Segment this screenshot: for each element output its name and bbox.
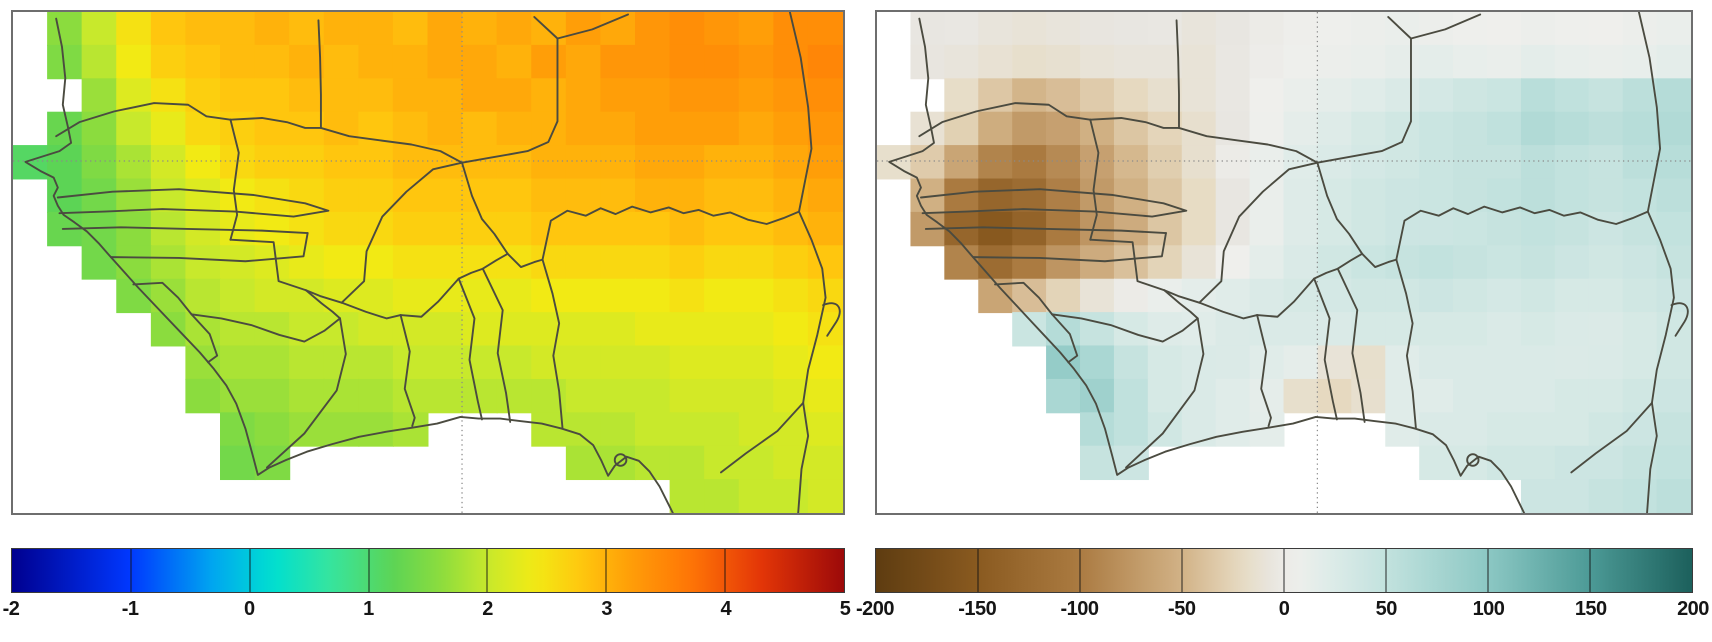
temperature-map-canvas: [13, 12, 843, 513]
precipitation-map-panel: [875, 10, 1693, 515]
colorbar-tick: [1079, 549, 1081, 592]
colorbar-tick-label: 0: [1278, 598, 1290, 620]
coastline: [24, 17, 674, 513]
country-borders: [55, 12, 841, 513]
colorbar-tick-label: 2: [482, 598, 493, 620]
colorbar-tick: [977, 549, 979, 592]
colorbar-tick-label: 50: [1375, 598, 1398, 620]
colorbar-tick-label: 100: [1472, 598, 1505, 620]
colorbar-tick-label: 5: [839, 598, 851, 620]
temperature-map-raster-cells: [13, 12, 843, 513]
temperature-map-panel: [11, 10, 845, 515]
colorbar-tick-label: -200: [855, 598, 895, 620]
colorbar-tick-label: 0: [243, 598, 255, 620]
bioko-island: [1466, 453, 1480, 467]
colorbar-tick-label: 200: [1677, 598, 1709, 620]
colorbar-tick: [605, 549, 608, 592]
colorbar-tick: [248, 549, 251, 592]
colorbar-tick-label: 4: [720, 598, 732, 620]
precipitation-colorbar-labels: -200 -150 -100 -50 0 50 100 150 200: [856, 598, 1709, 626]
colorbar-tick-label: -150: [958, 598, 997, 620]
precipitation-map-canvas: [877, 12, 1691, 513]
colorbar-tick-label: -50: [1168, 598, 1196, 620]
coastline: [888, 17, 1526, 513]
colorbar-tick-label: -100: [1060, 598, 1099, 620]
colorbar-tick-label: 3: [601, 598, 613, 620]
colorbar-tick: [724, 549, 727, 592]
colorbar-tick: [1385, 549, 1387, 592]
colorbar-tick: [1283, 549, 1285, 592]
colorbar-tick-label: 150: [1574, 598, 1607, 620]
colorbar-tick-label: 1: [363, 598, 374, 620]
colorbar-tick-label: -2: [2, 598, 20, 620]
colorbar-tick: [367, 549, 370, 592]
colorbar-tick: [129, 549, 132, 592]
temperature-colorbar: [11, 548, 845, 593]
colorbar-tick: [1181, 549, 1183, 592]
temperature-colorbar-labels: -2 -1 0 1 2 3 4 5: [3, 598, 851, 626]
bioko-island: [613, 453, 628, 467]
colorbar-tick: [1589, 549, 1591, 592]
colorbar-tick-label: -1: [121, 598, 139, 620]
country-borders: [918, 12, 1689, 513]
colorbar-tick: [486, 549, 489, 592]
colorbar-tick: [1487, 549, 1489, 592]
precipitation-colorbar: [875, 548, 1693, 593]
precipitation-map-raster-cells: [877, 12, 1691, 513]
